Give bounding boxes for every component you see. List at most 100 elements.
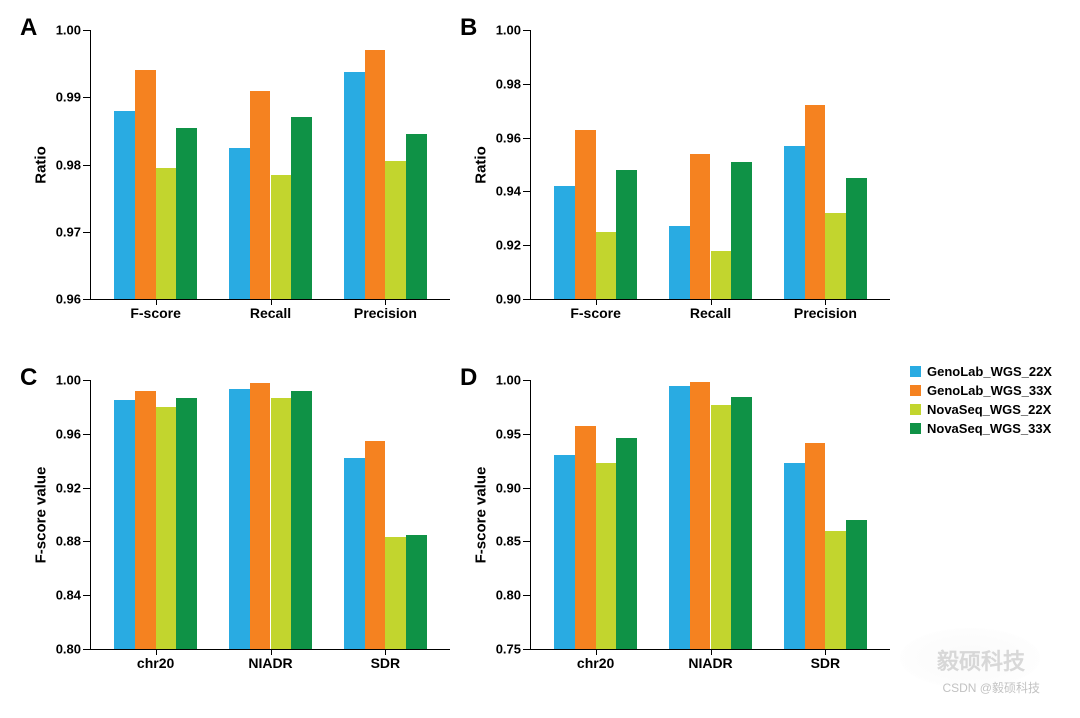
legend-item: NovaSeq_WGS_22X	[910, 402, 1052, 417]
bar-NovaSeq_WGS_33X	[846, 520, 867, 649]
x-tick	[711, 649, 712, 655]
bar-GenoLab_WGS_33X	[250, 383, 271, 649]
bar-GenoLab_WGS_22X	[669, 386, 690, 649]
y-tick-label: 0.80	[56, 642, 81, 657]
y-tick-label: 0.97	[56, 224, 81, 239]
x-tick	[711, 299, 712, 305]
bar-GenoLab_WGS_33X	[575, 130, 596, 299]
legend-item: GenoLab_WGS_33X	[910, 383, 1052, 398]
bar-GenoLab_WGS_22X	[114, 111, 135, 299]
y-tick-label: 0.96	[56, 426, 81, 441]
legend-swatch	[910, 385, 921, 396]
bar-GenoLab_WGS_33X	[135, 70, 156, 299]
bar-NovaSeq_WGS_33X	[176, 128, 197, 299]
panel-label: C	[20, 364, 37, 392]
y-tick	[523, 138, 530, 139]
bar-NovaSeq_WGS_33X	[291, 117, 312, 299]
legend-item: NovaSeq_WGS_33X	[910, 421, 1052, 436]
panel-b: BRatio0.900.920.940.960.981.00F-scoreRec…	[470, 20, 900, 340]
y-tick-label: 0.99	[56, 90, 81, 105]
x-category-label: Recall	[690, 305, 731, 321]
y-tick-label: 0.85	[496, 534, 521, 549]
bar-NovaSeq_WGS_22X	[825, 213, 846, 299]
y-axis-label: Ratio	[473, 146, 490, 184]
x-category-label: F-score	[130, 305, 181, 321]
bar-GenoLab_WGS_22X	[344, 72, 365, 299]
figure-grid: ARatio0.960.970.980.991.00F-scoreRecallP…	[30, 20, 1050, 690]
bar-GenoLab_WGS_33X	[575, 426, 596, 649]
legend-label: GenoLab_WGS_22X	[927, 364, 1052, 379]
legend-item: GenoLab_WGS_22X	[910, 364, 1052, 379]
bar-NovaSeq_WGS_22X	[385, 161, 406, 299]
y-axis-label: Ratio	[33, 146, 50, 184]
bar-NovaSeq_WGS_33X	[846, 178, 867, 299]
y-tick-label: 1.00	[496, 373, 521, 388]
y-axis-label: F-score value	[33, 466, 50, 563]
bar-GenoLab_WGS_22X	[784, 146, 805, 299]
x-category-label: chr20	[137, 655, 174, 671]
bar-NovaSeq_WGS_22X	[156, 168, 177, 299]
y-tick-label: 0.84	[56, 588, 81, 603]
bar-GenoLab_WGS_33X	[135, 391, 156, 649]
bar-GenoLab_WGS_22X	[784, 463, 805, 649]
y-tick	[83, 595, 90, 596]
bar-NovaSeq_WGS_33X	[406, 535, 427, 649]
bar-NovaSeq_WGS_22X	[596, 463, 617, 649]
y-tick	[83, 649, 90, 650]
bar-GenoLab_WGS_22X	[229, 148, 250, 299]
x-tick	[156, 649, 157, 655]
x-tick	[825, 299, 826, 305]
x-category-label: Recall	[250, 305, 291, 321]
y-tick-label: 0.88	[56, 534, 81, 549]
plot-area: Ratio0.900.920.940.960.981.00F-scoreReca…	[530, 30, 890, 300]
panel-c: CF-score value0.800.840.880.920.961.00ch…	[30, 370, 460, 690]
y-tick-label: 0.92	[496, 238, 521, 253]
chart-wrap: F-score value0.800.840.880.920.961.00chr…	[90, 380, 450, 650]
bar-NovaSeq_WGS_22X	[711, 405, 732, 649]
panel-label: B	[460, 14, 477, 42]
x-tick	[271, 649, 272, 655]
y-tick	[523, 299, 530, 300]
y-tick-label: 0.96	[496, 130, 521, 145]
y-tick	[83, 541, 90, 542]
bar-GenoLab_WGS_22X	[344, 458, 365, 649]
x-category-label: NIADR	[688, 655, 732, 671]
x-category-label: Precision	[354, 305, 417, 321]
y-tick-label: 1.00	[56, 23, 81, 38]
chart-wrap: Ratio0.900.920.940.960.981.00F-scoreReca…	[530, 30, 890, 300]
x-tick	[385, 299, 386, 305]
bar-GenoLab_WGS_22X	[554, 186, 575, 299]
y-tick-label: 0.80	[496, 588, 521, 603]
legend-swatch	[910, 404, 921, 415]
x-category-label: SDR	[371, 655, 401, 671]
panel-label: D	[460, 364, 477, 392]
x-category-label: NIADR	[248, 655, 292, 671]
bar-NovaSeq_WGS_33X	[616, 170, 637, 299]
legend-swatch	[910, 366, 921, 377]
x-tick	[385, 649, 386, 655]
bar-NovaSeq_WGS_33X	[291, 391, 312, 649]
bar-NovaSeq_WGS_22X	[271, 398, 292, 650]
y-tick-label: 0.92	[56, 480, 81, 495]
chart-wrap: Ratio0.960.970.980.991.00F-scoreRecallPr…	[90, 30, 450, 300]
bar-NovaSeq_WGS_33X	[616, 438, 637, 649]
y-tick	[83, 165, 90, 166]
x-category-label: Precision	[794, 305, 857, 321]
bar-NovaSeq_WGS_33X	[731, 162, 752, 299]
y-tick-label: 0.94	[496, 184, 521, 199]
y-tick	[523, 245, 530, 246]
y-tick	[523, 541, 530, 542]
bar-GenoLab_WGS_22X	[229, 389, 250, 649]
y-tick	[523, 30, 530, 31]
bar-NovaSeq_WGS_22X	[156, 407, 177, 649]
bar-GenoLab_WGS_22X	[554, 455, 575, 649]
x-category-label: SDR	[811, 655, 841, 671]
y-tick-label: 0.95	[496, 426, 521, 441]
x-tick	[596, 299, 597, 305]
y-tick	[83, 380, 90, 381]
panel-label: A	[20, 14, 37, 42]
y-tick	[83, 434, 90, 435]
y-tick	[83, 488, 90, 489]
y-tick-label: 0.98	[496, 76, 521, 91]
y-tick-label: 0.90	[496, 292, 521, 307]
